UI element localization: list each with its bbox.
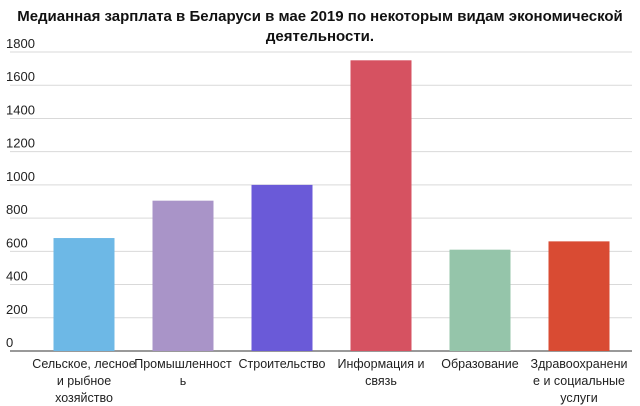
x-category-label: Сельское, лесное и рыбное хозяйство [32,357,135,405]
y-tick-label: 0 [6,335,13,350]
x-category-label: Здравоохранени е и социальные услуги [531,357,628,405]
bar [152,200,214,351]
y-tick-label: 1200 [6,136,35,151]
y-tick-label: 200 [6,302,28,317]
x-category-label: Образование [441,357,519,371]
bar [548,241,610,351]
x-axis-labels: Сельское, лесное и рыбное хозяйствоПромышл… [32,357,627,405]
y-tick-label: 1000 [6,169,35,184]
y-axis-labels: 0 200 400 600 800 1000 1200 1400 1600 1800 [6,36,35,350]
y-tick-label: 1600 [6,69,35,84]
y-tick-label: 1400 [6,102,35,117]
chart-title-line-1: Медианная зарплата в Беларуси в мае 2019… [17,8,623,25]
x-category-label: Информация и связь [338,357,425,388]
bar [53,238,115,351]
x-category-label: Строительство [239,357,326,371]
y-tick-label: 600 [6,235,28,250]
bars [53,60,610,352]
x-category-label: Промышленност ь [134,357,232,388]
y-tick-label: 1800 [6,36,35,51]
y-tick-label: 400 [6,269,28,284]
y-tick-label: 800 [6,202,28,217]
bar [251,184,313,351]
bar [449,249,511,351]
bar [350,60,412,352]
chart-title-line-2: деятельности. [266,28,374,45]
